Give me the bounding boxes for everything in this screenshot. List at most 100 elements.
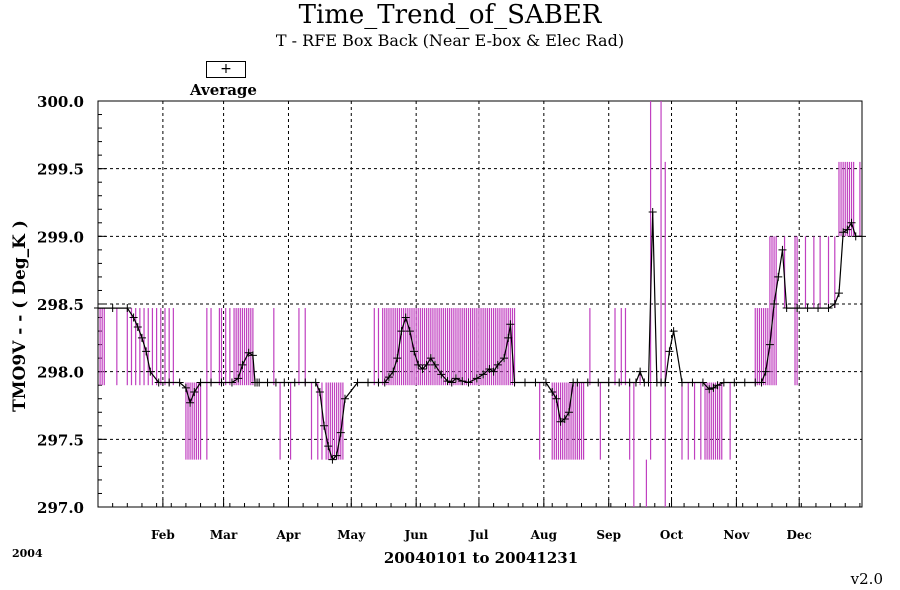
average-marker xyxy=(320,421,329,430)
x-tick-label: Dec xyxy=(787,528,812,542)
x-tick-label: Jun xyxy=(404,528,428,542)
average-marker xyxy=(129,313,138,322)
average-marker xyxy=(393,354,402,363)
average-marker xyxy=(644,378,653,387)
average-marker xyxy=(447,378,456,387)
x-tick-label: May xyxy=(337,528,366,542)
average-marker xyxy=(405,327,414,336)
average-marker xyxy=(142,347,151,356)
x-tick-label: Mar xyxy=(210,528,238,542)
average-marker xyxy=(493,360,502,369)
average-marker xyxy=(548,387,557,396)
average-marker xyxy=(698,378,707,387)
average-marker xyxy=(458,377,467,386)
average-marker xyxy=(847,218,856,227)
average-marker xyxy=(123,304,132,313)
average-marker xyxy=(665,347,674,356)
average-marker xyxy=(418,364,427,373)
average-marker xyxy=(397,327,406,336)
average-marker xyxy=(713,381,722,390)
chart-subtitle: T - RFE Box Back (Near E-box & Elec Rad) xyxy=(275,31,625,50)
average-marker xyxy=(858,232,866,241)
average-marker xyxy=(422,360,431,369)
average-marker xyxy=(186,398,195,407)
x-tick-label: Feb xyxy=(151,528,175,542)
average-marker xyxy=(137,333,146,342)
average-marker xyxy=(709,383,718,392)
average-marker xyxy=(688,378,697,387)
y-tick-label: 298.0 xyxy=(37,364,84,382)
average-marker xyxy=(353,378,362,387)
average-marker xyxy=(451,374,460,383)
x-tick-label: Oct xyxy=(660,528,684,542)
average-marker xyxy=(839,228,848,237)
average-marker xyxy=(594,378,603,387)
year-label: 2004 xyxy=(12,547,43,560)
average-marker xyxy=(636,367,645,376)
average-marker xyxy=(196,378,205,387)
x-tick-label: Aug xyxy=(530,528,558,542)
average-marker xyxy=(234,374,243,383)
y-tick-label: 299.5 xyxy=(37,161,84,179)
average-marker xyxy=(774,272,783,281)
average-marker xyxy=(500,354,509,363)
average-marker xyxy=(328,455,337,464)
average-marker xyxy=(336,428,345,437)
average-marker xyxy=(604,378,613,387)
average-marker xyxy=(556,417,565,426)
x-tick-label: Apr xyxy=(275,528,301,542)
average-line xyxy=(98,211,862,461)
average-marker xyxy=(389,367,398,376)
average-marker xyxy=(430,360,439,369)
y-axis-label: TMO9V - - ( Deg_K ) xyxy=(10,220,30,412)
average-marker xyxy=(719,378,728,387)
average-marker xyxy=(464,378,473,387)
average-marker xyxy=(472,374,481,383)
average-marker xyxy=(506,320,515,329)
average-marker xyxy=(154,378,163,387)
average-marker xyxy=(410,347,419,356)
average-marker xyxy=(531,378,540,387)
average-marker xyxy=(669,327,678,336)
average-marker xyxy=(552,394,561,403)
y-tick-label: 298.5 xyxy=(37,296,84,314)
average-marker xyxy=(803,304,812,313)
average-marker xyxy=(207,378,216,387)
average-marker xyxy=(765,340,774,349)
y-tick-label: 297.5 xyxy=(37,431,84,449)
average-marker xyxy=(175,378,184,387)
average-marker xyxy=(830,300,839,308)
average-marker xyxy=(384,373,393,382)
average-marker xyxy=(146,367,155,376)
version-label: v2.0 xyxy=(850,570,883,588)
average-marker xyxy=(290,378,299,387)
average-marker xyxy=(843,225,852,234)
average-marker xyxy=(332,451,341,460)
average-marker xyxy=(311,378,320,387)
average-marker xyxy=(443,377,452,386)
legend-label-average: Average xyxy=(190,81,257,99)
average-marker xyxy=(824,304,833,313)
average-marker xyxy=(181,383,190,392)
average-marker xyxy=(315,387,324,396)
y-tick-label: 299.0 xyxy=(37,228,84,246)
average-marker xyxy=(380,378,389,387)
average-marker xyxy=(217,378,226,387)
y-tick-label: 300.0 xyxy=(37,93,84,111)
average-marker xyxy=(705,385,714,394)
average-marker xyxy=(814,304,823,313)
average-marker xyxy=(770,300,779,308)
average-marker xyxy=(730,378,739,387)
average-marker xyxy=(255,378,264,387)
average-marker xyxy=(782,304,791,313)
average-marker xyxy=(426,354,435,363)
average-marker xyxy=(560,415,569,424)
average-marker xyxy=(757,378,766,387)
average-marker xyxy=(248,351,257,360)
average-marker xyxy=(401,313,410,322)
average-marker xyxy=(190,387,199,396)
y-tick-label: 297.0 xyxy=(37,499,84,517)
average-marker xyxy=(740,378,749,387)
average-marker xyxy=(761,367,770,376)
